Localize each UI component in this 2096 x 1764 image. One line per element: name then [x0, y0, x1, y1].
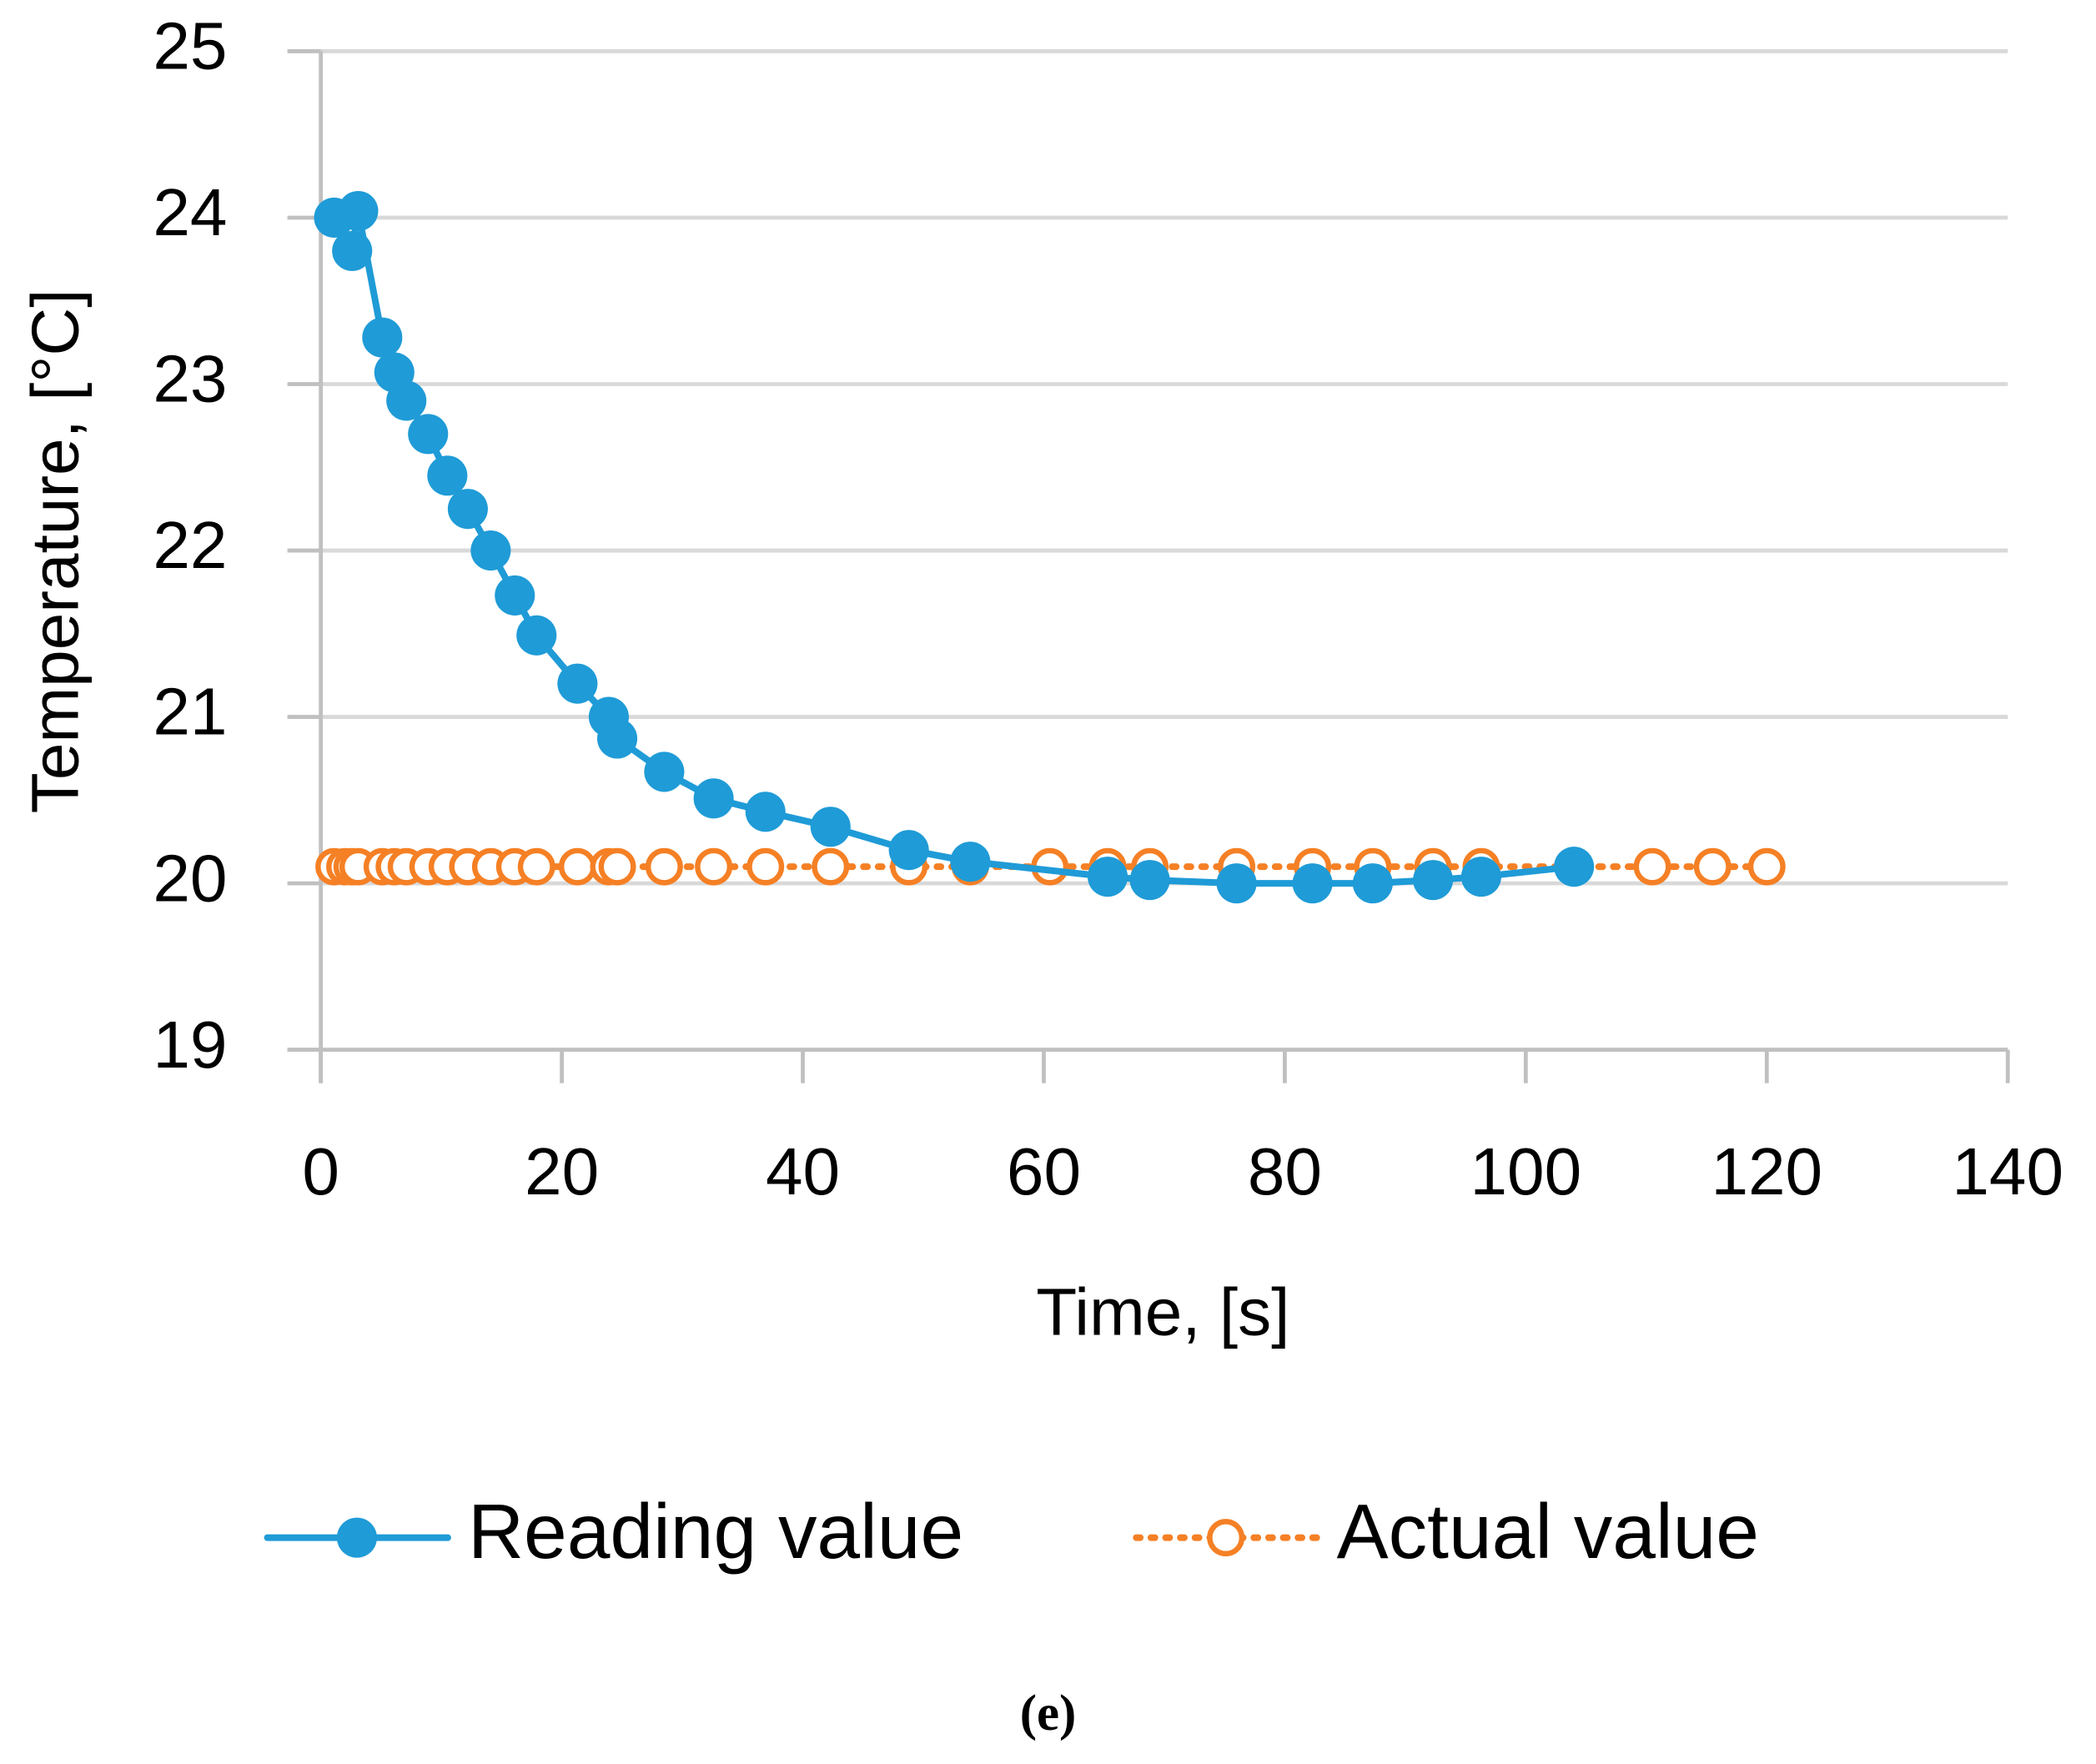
x-tick-label: 100 — [1470, 1133, 1581, 1209]
y-tick-label: 24 — [153, 174, 227, 249]
x-tick-label: 60 — [1007, 1133, 1081, 1209]
point — [1129, 860, 1170, 901]
y-tick-label: 22 — [153, 507, 227, 582]
x-tick-label: 140 — [1952, 1133, 2063, 1209]
x-axis-label: Time, [s] — [1036, 1274, 1289, 1349]
point — [693, 778, 734, 819]
point — [644, 751, 685, 792]
point — [447, 489, 488, 530]
x-tick-label: 40 — [766, 1133, 840, 1209]
point — [695, 847, 733, 886]
point — [332, 230, 373, 271]
y-tick-label: 19 — [153, 1007, 227, 1082]
y-tick-label: 21 — [153, 674, 227, 749]
y-axis-label: Temperature, [°C] — [17, 289, 92, 813]
x-tick-label: 20 — [525, 1133, 599, 1209]
point — [517, 847, 555, 886]
point — [1087, 857, 1128, 897]
point — [1693, 847, 1732, 886]
point — [495, 575, 535, 616]
point — [888, 830, 929, 871]
point — [1747, 847, 1786, 886]
point — [746, 847, 785, 886]
point — [408, 414, 449, 455]
y-tick-label: 20 — [153, 840, 227, 915]
point — [470, 530, 511, 571]
series-line — [330, 210, 1578, 887]
point — [1292, 863, 1333, 904]
point — [1216, 863, 1257, 904]
point — [558, 847, 596, 886]
point — [557, 663, 598, 704]
legend-label: Reading value — [468, 1488, 963, 1575]
point — [1413, 860, 1454, 901]
x-tick-label: 0 — [302, 1133, 339, 1209]
y-tick-label: 23 — [153, 341, 227, 416]
legend-label: Actual value — [1337, 1488, 1759, 1575]
point — [1633, 847, 1671, 886]
point — [516, 615, 557, 656]
point — [386, 380, 427, 421]
point — [1554, 847, 1595, 887]
point — [1352, 863, 1393, 904]
point — [596, 718, 638, 759]
point — [812, 847, 850, 886]
point — [745, 792, 786, 832]
x-tick-label: 80 — [1248, 1133, 1322, 1209]
point — [810, 807, 851, 847]
point — [362, 317, 403, 358]
point — [338, 190, 379, 232]
legend-marker — [336, 1517, 377, 1558]
y-tick-label: 25 — [153, 8, 227, 83]
point — [1460, 857, 1501, 897]
point — [598, 847, 636, 886]
point — [427, 455, 468, 496]
x-tick-label: 120 — [1711, 1133, 1822, 1209]
caption: (e) — [1020, 1686, 1077, 1741]
point — [645, 847, 683, 886]
point — [950, 842, 991, 882]
legend-marker — [1207, 1519, 1245, 1557]
